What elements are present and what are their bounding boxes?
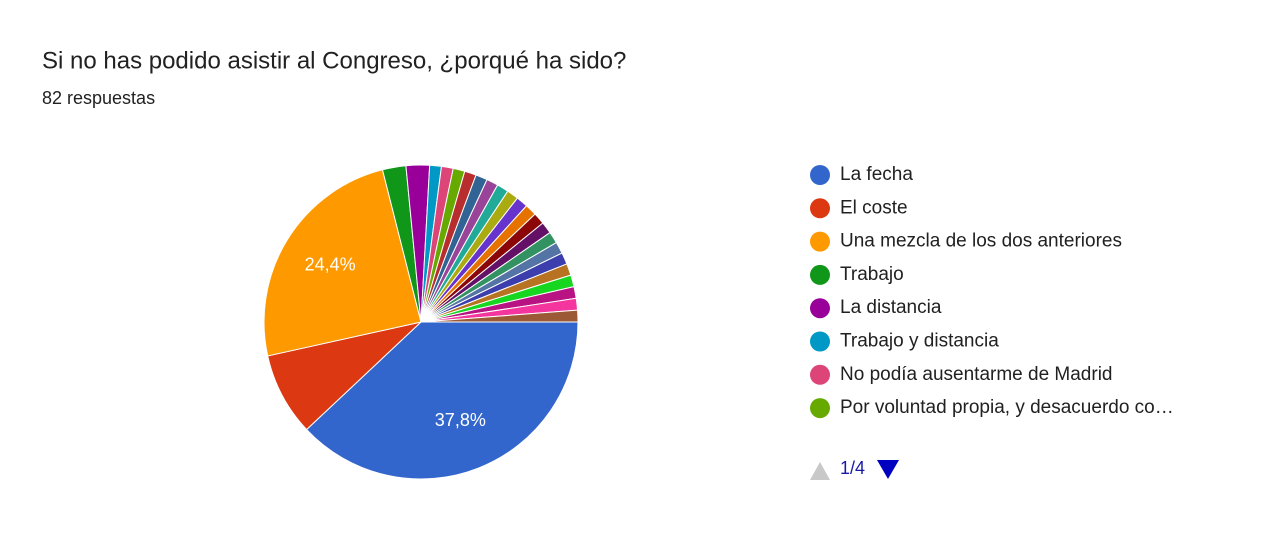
slice-label: 37,8% [435,410,486,430]
legend-label: Trabajo y distancia [840,331,999,352]
legend-label: El coste [840,197,908,218]
legend-swatch [810,264,830,285]
legend-swatch [810,364,830,385]
legend-label: Trabajo [840,264,904,285]
legend-swatch [810,198,830,219]
pie: 37,8% 24,4% [263,164,579,480]
legend-label: La distancia [840,297,942,318]
legend-swatch [810,231,830,252]
chart-subtitle: 82 respuestas [42,88,155,108]
legend-swatch [810,298,830,319]
pie-slice [263,169,422,357]
legend-next[interactable] [877,460,899,479]
pie-slice [305,321,579,480]
legend: La fecha El coste Una mezcla de los dos an… [810,164,1174,418]
legend-label: Una mezcla de los dos anteriores [840,231,1122,252]
pie-slice [420,309,579,323]
legend-label: No podía ausentarme de Madrid [840,364,1113,385]
legend-label: Por voluntad propia, y desacuerdo co… [840,397,1174,418]
legend-prev[interactable] [810,462,830,480]
legend-swatch [810,165,830,185]
slice-label: 24,4% [305,255,356,275]
legend-label: La fecha [840,164,913,185]
legend-page: 1/4 [840,458,865,478]
pie-slice [267,321,423,431]
chart-title: Si no has podido asistir al Congreso, ¿p… [42,47,626,74]
legend-swatch [810,331,830,352]
legend-swatch [810,398,830,419]
